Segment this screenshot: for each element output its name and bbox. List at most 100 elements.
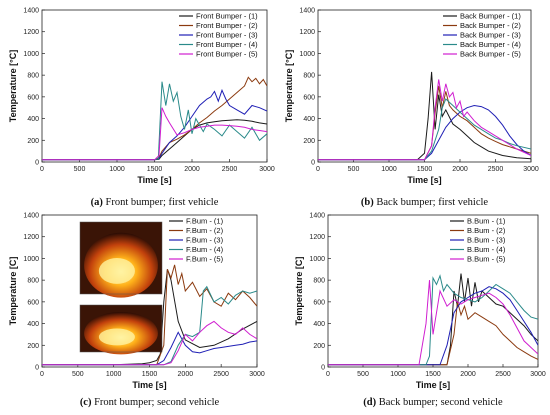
- y-tick-label: 600: [27, 299, 39, 306]
- panel-caption: (b) Back bumper; first vehicle: [361, 197, 488, 208]
- legend-entry: B.Bum - (3): [467, 236, 506, 245]
- x-tick-label: 2500: [495, 371, 511, 378]
- legend-entry: B.Bum - (1): [467, 217, 506, 226]
- x-tick-label: 1000: [390, 371, 406, 378]
- y-tick-label: 1400: [23, 8, 39, 15]
- caption-label: (d): [363, 397, 376, 408]
- fire-photo-frame: [79, 221, 163, 295]
- y-tick-label: 1400: [309, 213, 325, 220]
- x-axis-title: Time [s]: [137, 175, 171, 185]
- y-tick-label: 600: [27, 94, 39, 101]
- caption-label: (a): [91, 197, 104, 208]
- series-line-3: [42, 331, 257, 366]
- x-tick-label: 500: [74, 166, 86, 173]
- x-tick-label: 500: [72, 371, 84, 378]
- series-line-1: [42, 119, 267, 161]
- legend-entry: Back Bumper - (5): [460, 50, 521, 59]
- x-tick-label: 2500: [213, 371, 229, 378]
- panel-caption: (d) Back bumper; second vehicle: [363, 397, 503, 408]
- x-tick-label: 500: [348, 166, 360, 173]
- chart-panel-0: 0 200 400 600 800 1000 1200 1400 0 500 1000 1500 200…: [8, 8, 275, 209]
- series-line-1: [318, 71, 531, 161]
- y-tick-label: 600: [313, 299, 325, 306]
- y-tick-label: 1400: [299, 8, 315, 15]
- y-tick-label: 0: [321, 365, 325, 372]
- y-tick-label: 400: [27, 321, 39, 328]
- y-tick-label: 1000: [23, 51, 39, 58]
- y-tick-label: 400: [313, 321, 325, 328]
- y-axis-title: Temperature [°C]: [8, 50, 18, 122]
- y-tick-label: 200: [27, 138, 39, 145]
- y-tick-label: 200: [303, 138, 315, 145]
- fire-core: [98, 258, 135, 284]
- caption-text: Back bumper; first vehicle: [374, 197, 489, 208]
- series-line-5: [42, 320, 257, 366]
- y-tick-label: 800: [27, 73, 39, 80]
- chart-panel-1: 0 200 400 600 800 1000 1200 1400 0 500 1000 1500 200…: [284, 8, 539, 209]
- legend-entry: B.Bum - (5): [467, 255, 506, 264]
- series-line-4: [42, 285, 257, 366]
- y-tick-label: 600: [303, 94, 315, 101]
- legend-entry: Front Bumper - (1): [196, 12, 258, 21]
- x-tick-label: 0: [40, 371, 44, 378]
- x-tick-label: 3000: [530, 371, 546, 378]
- series-line-3: [328, 286, 538, 366]
- series-line-5: [318, 79, 531, 161]
- y-tick-label: 1000: [299, 51, 315, 58]
- y-tick-label: 0: [35, 365, 39, 372]
- legend-entry: F.Bum - (4): [186, 245, 224, 254]
- y-tick-label: 800: [303, 73, 315, 80]
- y-tick-label: 200: [313, 343, 325, 350]
- legend-entry: F.Bum - (1): [186, 217, 224, 226]
- x-tick-label: 1500: [417, 166, 433, 173]
- panel-caption: (c) Front bumper; second vehicle: [80, 397, 220, 408]
- x-tick-label: 2000: [184, 166, 200, 173]
- y-tick-label: 800: [27, 278, 39, 285]
- fire-photos: [79, 221, 163, 355]
- series-line-2: [42, 264, 257, 366]
- x-tick-label: 2500: [488, 166, 504, 173]
- legend-entry: F.Bum - (3): [186, 236, 224, 245]
- caption-text: Front bumper; first vehicle: [103, 197, 219, 208]
- y-tick-label: 1200: [309, 234, 325, 241]
- caption-text: Back bumper; second vehicle: [376, 397, 503, 408]
- y-tick-label: 1200: [299, 29, 315, 36]
- x-tick-label: 2000: [178, 371, 194, 378]
- x-tick-label: 3000: [523, 166, 539, 173]
- series-line-5: [42, 107, 267, 161]
- series-line-2: [328, 301, 538, 366]
- chart-panel-2: 0 200 400 600 800 1000 1200 1400 0 500 1000 1500 200…: [8, 213, 265, 409]
- x-axis-title: Time [s]: [416, 380, 450, 390]
- x-tick-label: 500: [357, 371, 369, 378]
- legend-entry: Back Bumper - (4): [460, 40, 521, 49]
- y-tick-label: 1400: [23, 213, 39, 220]
- y-tick-label: 200: [27, 343, 39, 350]
- legend-entry: Front Bumper - (4): [196, 40, 258, 49]
- y-tick-label: 800: [313, 278, 325, 285]
- caption-label: (c): [80, 397, 92, 408]
- y-tick-label: 400: [27, 116, 39, 123]
- legend-entry: F.Bum - (5): [186, 255, 224, 264]
- fire-core: [98, 328, 135, 346]
- series-line-3: [318, 104, 531, 161]
- legend-entry: Front Bumper - (5): [196, 50, 258, 59]
- x-tick-label: 1000: [106, 371, 122, 378]
- legend-entry: Back Bumper - (2): [460, 21, 521, 30]
- legend-entry: Front Bumper - (2): [196, 21, 258, 30]
- y-tick-label: 1000: [309, 256, 325, 263]
- legend-entry: Back Bumper - (1): [460, 12, 521, 21]
- y-axis-title: Temperature [°C]: [284, 50, 294, 122]
- x-tick-label: 1000: [381, 166, 397, 173]
- series-line-4: [42, 81, 267, 161]
- panel-caption: (a) Front bumper; first vehicle: [91, 197, 219, 208]
- y-tick-label: 400: [303, 116, 315, 123]
- x-tick-label: 1000: [109, 166, 125, 173]
- y-axis-title: Temperature [C]: [294, 257, 304, 326]
- y-tick-label: 1200: [23, 234, 39, 241]
- legend-entry: Front Bumper - (3): [196, 31, 258, 40]
- y-tick-label: 0: [35, 160, 39, 167]
- x-tick-label: 0: [40, 166, 44, 173]
- fire-photo-frame: [79, 304, 163, 353]
- chart-panel-3: 0 200 400 600 800 1000 1200 1400 0 500 1000 1500 200…: [294, 213, 546, 409]
